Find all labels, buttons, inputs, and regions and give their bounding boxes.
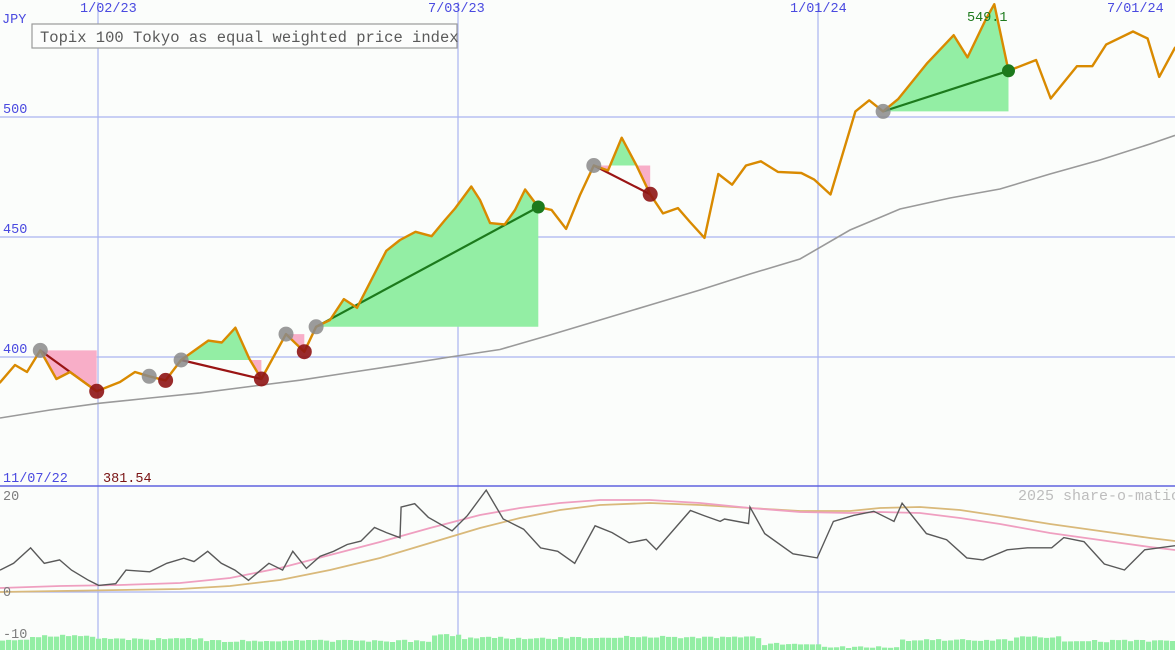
svg-text:1/01/24: 1/01/24: [790, 2, 847, 17]
svg-text:450: 450: [3, 223, 27, 238]
svg-text:Topix 100 Tokyo as equal weigh: Topix 100 Tokyo as equal weighted price …: [40, 29, 459, 47]
svg-text:400: 400: [3, 343, 27, 358]
svg-text:500: 500: [3, 103, 27, 118]
svg-text:20: 20: [3, 490, 19, 505]
svg-text:7/03/23: 7/03/23: [428, 2, 485, 17]
svg-text:JPY: JPY: [2, 13, 26, 28]
svg-text:7/01/24: 7/01/24: [1107, 2, 1164, 17]
svg-text:381.54: 381.54: [103, 472, 152, 487]
svg-text:2025 share-o-matic.com: 2025 share-o-matic.com: [1018, 488, 1175, 505]
svg-text:0: 0: [3, 586, 11, 601]
svg-text:549.1: 549.1: [967, 11, 1008, 26]
svg-text:-10: -10: [3, 628, 27, 643]
svg-text:11/07/22: 11/07/22: [3, 472, 68, 487]
svg-text:1/02/23: 1/02/23: [80, 2, 137, 17]
